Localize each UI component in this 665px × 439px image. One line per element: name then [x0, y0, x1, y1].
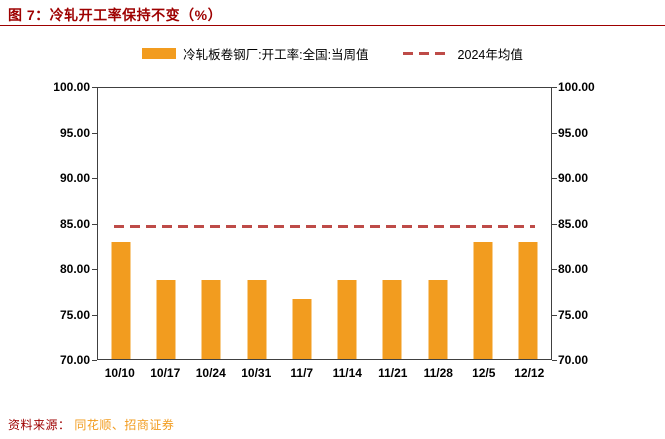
y-tick-label-left: 85.00 [59, 216, 90, 231]
y-tick-label-left: 75.00 [59, 307, 90, 322]
legend-item-line: 2024年均值 [402, 44, 523, 63]
x-axis-labels: 10/10 10/17 10/24 10/31 11/7 11/14 11/21 11/28 1… [97, 366, 552, 380]
bar-column [506, 88, 551, 359]
x-tick-label: 11/28 [423, 366, 453, 380]
axis-tick [552, 223, 557, 225]
y-tick-label-left: 70.00 [59, 353, 90, 367]
x-tick-label: 10/31 [241, 366, 272, 380]
x-tick-label: 12/5 [472, 366, 496, 380]
x-tick-label: 10/10 [104, 366, 135, 380]
axis-tick [92, 223, 97, 225]
bar [201, 280, 221, 359]
y-tick-label-left: 100.00 [53, 80, 90, 94]
bar-column [460, 88, 505, 359]
axis-tick [92, 360, 97, 361]
y-tick-label-right: 75.00 [558, 307, 589, 322]
source-label: 资料来源： [8, 418, 71, 432]
legend: 冷轧板卷钢厂:开工率:全国:当周值 2024年均值 [0, 44, 665, 63]
axis-tick [552, 269, 557, 270]
bar-column [98, 88, 143, 359]
y-tick-label-left: 80.00 [59, 262, 90, 276]
legend-item-bar: 冷轧板卷钢厂:开工率:全国:当周值 [142, 44, 369, 63]
x-tick-label: 11/21 [378, 366, 408, 380]
axis-tick [552, 178, 557, 179]
bar-column [279, 88, 324, 359]
bar-column [189, 88, 234, 359]
bar-column [324, 88, 369, 359]
axis-tick [92, 132, 97, 134]
axis-tick [92, 314, 97, 316]
x-tick-label: 10/17 [150, 366, 181, 380]
average-line [114, 225, 535, 229]
bars [98, 88, 551, 359]
bar-column [143, 88, 188, 359]
y-tick-label-right: 70.00 [558, 353, 589, 367]
y-tick-label-left: 90.00 [59, 171, 90, 185]
bar-column [415, 88, 460, 359]
bar [428, 280, 448, 359]
axis-tick [92, 269, 97, 270]
title-divider [0, 25, 665, 26]
y-tick-label-right: 95.00 [558, 125, 589, 140]
bar [292, 299, 312, 359]
bar [247, 280, 267, 359]
bar [111, 241, 131, 359]
bar [518, 241, 538, 359]
bar [156, 280, 176, 359]
y-tick-label-right: 90.00 [558, 171, 589, 185]
x-tick-label: 11/7 [290, 366, 314, 380]
x-tick-label: 12/12 [514, 366, 545, 380]
legend-bar-label: 冷轧板卷钢厂:开工率:全国:当周值 [183, 48, 369, 62]
axis-tick [92, 178, 97, 179]
axis-tick [552, 360, 557, 361]
x-tick-label: 10/24 [195, 366, 226, 380]
bar [337, 280, 357, 359]
y-tick-label-right: 85.00 [558, 216, 589, 231]
source-value: 同花顺、招商证券 [74, 418, 175, 432]
bar-column [370, 88, 415, 359]
x-tick-label: 11/14 [332, 366, 362, 380]
axis-tick [552, 132, 557, 134]
y-tick-label-right: 80.00 [558, 262, 589, 276]
bar [473, 241, 493, 359]
source-note: 资料来源： 同花顺、招商证券 [8, 416, 174, 433]
legend-line-label: 2024年均值 [457, 48, 523, 62]
bar [382, 280, 402, 359]
dashed-line-swatch [402, 52, 451, 55]
axis-tick [552, 314, 557, 316]
figure-title: 图 7：冷轧开工率保持不变（%） [8, 7, 223, 23]
axis-tick [552, 87, 557, 88]
y-tick-label-left: 95.00 [59, 125, 90, 140]
axis-tick [92, 87, 97, 88]
y-tick-label-right: 100.00 [558, 80, 595, 94]
plot-area [97, 87, 552, 360]
bar-series-swatch [142, 48, 177, 59]
bar-column [234, 88, 279, 359]
